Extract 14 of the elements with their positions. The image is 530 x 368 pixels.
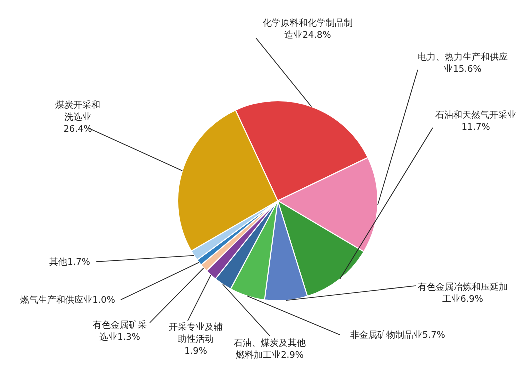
data-label: 1.9% <box>184 347 208 357</box>
slice-label: 石油、煤炭及其他燃料加工业2.9% <box>234 338 306 361</box>
slice-label: 其他1.7% <box>50 257 91 268</box>
slice-label: 燃气生产和供应业1.0% <box>20 295 116 306</box>
slice-label: 石油和天然气开采业 <box>436 110 516 121</box>
data-label: 26.4% <box>64 125 93 135</box>
slice-label: 有色金属冶炼和压延加工业6.9% <box>418 282 508 305</box>
slice-label: 化学原料和化学制品制造业24.8% <box>263 18 353 41</box>
slice-label: 有色金属矿采选业1.3% <box>93 320 147 343</box>
slice-label: 开采专业及辅助性活动 <box>169 322 223 345</box>
slice-label: 电力、热力生产和供应业15.6% <box>418 52 508 75</box>
slice-label: 非金属矿物制品业5.7% <box>350 330 446 341</box>
data-label: 11.7% <box>462 123 491 133</box>
slice-label: 煤炭开采和洗选业 <box>56 100 100 123</box>
